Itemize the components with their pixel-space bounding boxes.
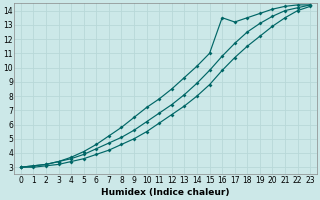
X-axis label: Humidex (Indice chaleur): Humidex (Indice chaleur) <box>101 188 230 197</box>
